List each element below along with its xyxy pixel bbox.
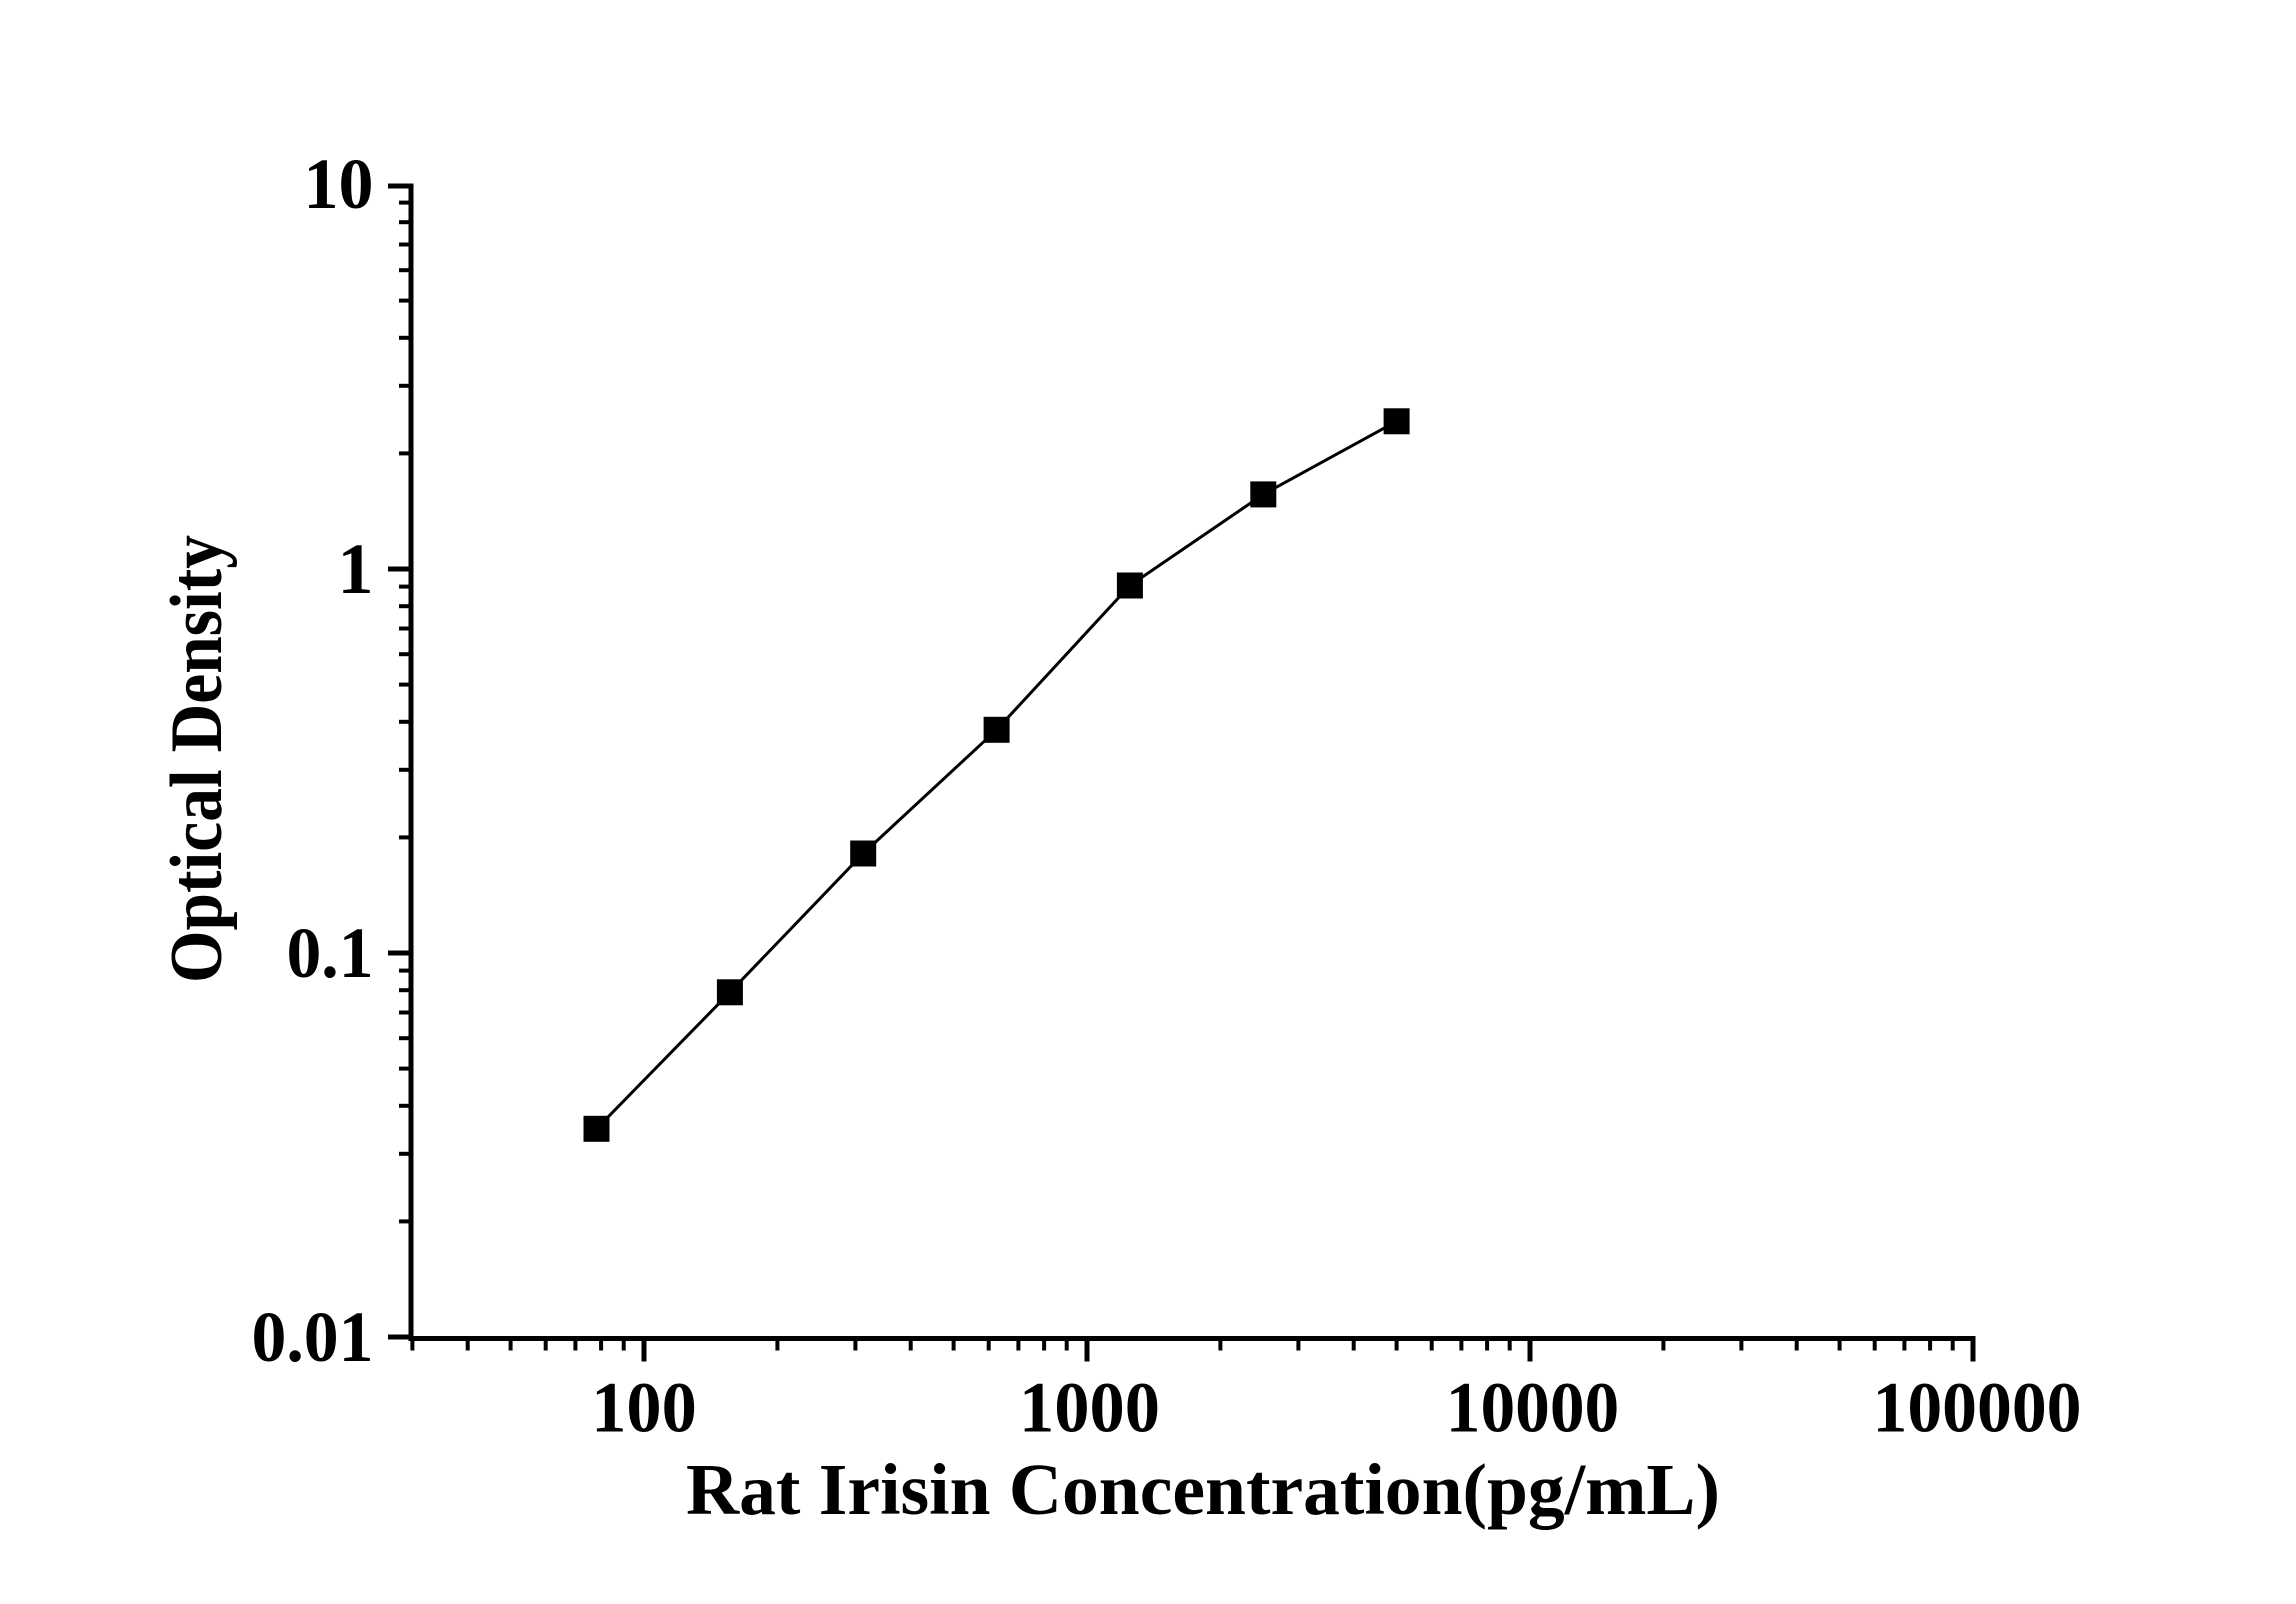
svg-text:1000: 1000 [1019,1368,1160,1448]
svg-text:0.01: 0.01 [252,1297,374,1377]
svg-text:Rat Irisin Concentration(pg/mL: Rat Irisin Concentration(pg/mL) [686,1449,1720,1530]
svg-text:0.1: 0.1 [287,913,374,993]
svg-text:100000: 100000 [1873,1368,2082,1448]
svg-text:Optical Density: Optical Density [156,535,238,983]
svg-text:1: 1 [338,529,374,609]
svg-text:10000: 10000 [1446,1368,1620,1448]
svg-text:10: 10 [304,144,374,224]
svg-text:100: 100 [591,1368,697,1448]
